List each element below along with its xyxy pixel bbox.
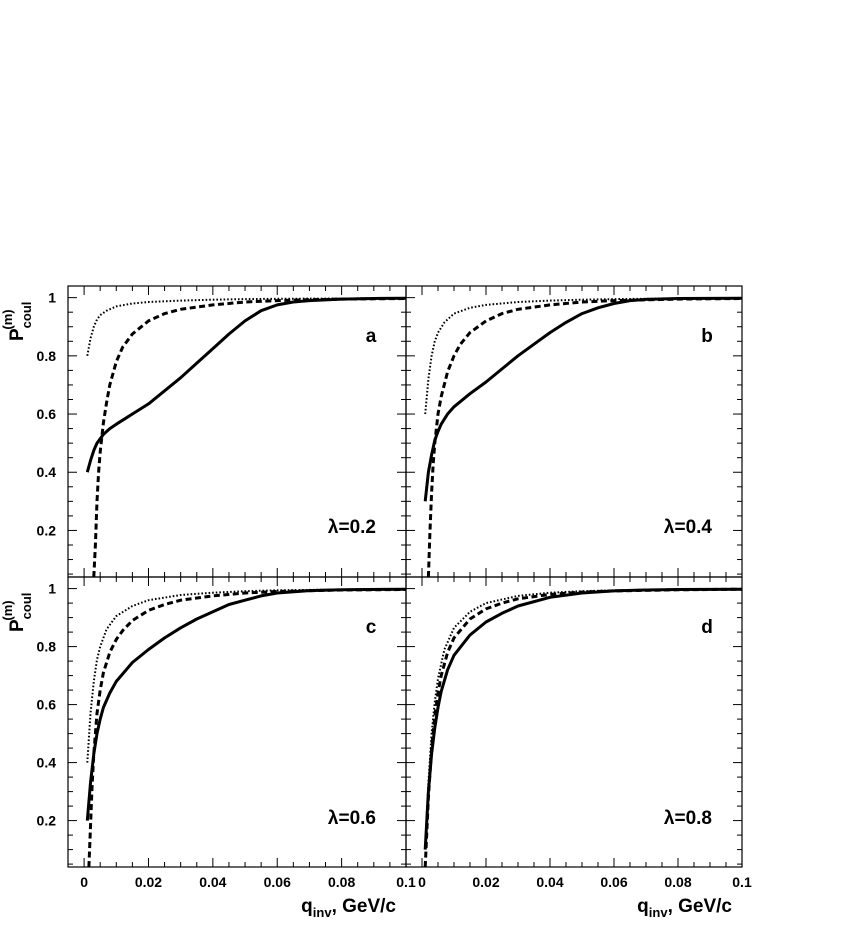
lambda-annotation: λ=0.4 (664, 517, 713, 538)
x-axis-title: qinv, GeV/c (301, 896, 396, 920)
y-axis-title: Pcoul (m) (0, 593, 34, 632)
y-tick-label: 1 (48, 581, 56, 597)
x-axis-title-main: q (301, 896, 313, 917)
series-dashed-line (92, 297, 407, 578)
series-solid-line (85, 587, 407, 821)
y-axis-title: Pcoul (m) (0, 302, 34, 341)
lambda-annotation: λ=0.2 (328, 517, 376, 538)
y-tick-label: 0.2 (37, 522, 57, 538)
panel-frame (405, 576, 743, 868)
x-tick-label: 0.06 (600, 874, 627, 890)
panel-letter: c (366, 617, 377, 638)
y-axis-title-main: P (7, 328, 28, 341)
series-dotted-line (86, 588, 407, 763)
y-axis-title-main: P (7, 619, 28, 632)
x-tick-label: 0.08 (664, 874, 691, 890)
y-tick-label: 0.6 (37, 697, 57, 713)
y-tick-label: 0.8 (37, 348, 57, 364)
y-tick-label: 0.4 (37, 755, 57, 771)
series-dashed-line (87, 588, 407, 868)
y-tick-label: 0.6 (37, 406, 57, 422)
series-solid-line (85, 296, 407, 473)
x-axis-title-unit: , GeV/c (332, 896, 397, 917)
x-tick-label: 0 (80, 874, 88, 890)
y-axis-title-sub: coul (19, 593, 34, 620)
x-tick-label: 0.04 (199, 874, 226, 890)
x-tick-label: 0.08 (328, 874, 355, 890)
x-axis-title-unit: , GeV/c (668, 896, 733, 917)
x-tick-label: 0.06 (264, 874, 291, 890)
x-axis-title-sub: inv (313, 905, 333, 920)
panel-a: 0.2 0.4 0.6 0.8 1 a λ=0.2 Pcoul (m) (0, 285, 407, 578)
panel-letter: a (366, 326, 377, 347)
panel-d: 0 0.02 0.04 0.06 0.08 0.1 d λ=0.8 qinv, GeV/c (405, 576, 752, 920)
x-tick-label: 0.1 (732, 874, 752, 890)
x-tick-label: 0.04 (536, 874, 563, 890)
y-axis-title-sub: coul (19, 302, 34, 329)
x-tick-label: 0.02 (472, 874, 499, 890)
series-solid-line (423, 587, 743, 850)
lambda-annotation: λ=0.6 (328, 808, 376, 829)
x-tick-label: 0.02 (135, 874, 162, 890)
x-axis-title-main: q (637, 896, 649, 917)
y-tick-label: 0.2 (37, 813, 57, 829)
x-tick-label: 0 (418, 874, 426, 890)
x-tick-label: 0.1 (396, 874, 416, 890)
y-tick-label: 0.8 (37, 639, 57, 655)
series-solid-line (423, 296, 743, 502)
y-tick-label: 1 (48, 290, 56, 306)
series-dotted-line (86, 297, 407, 356)
x-axis-title: qinv, GeV/c (637, 896, 732, 920)
series-dashed-line (426, 297, 743, 578)
lambda-annotation: λ=0.8 (664, 808, 712, 829)
y-axis-title-sup: (m) (0, 600, 15, 620)
x-axis-title-sub: inv (649, 905, 669, 920)
panel-letter: b (701, 326, 713, 347)
y-axis-title-sup: (m) (0, 309, 15, 329)
y-tick-label: 0.4 (37, 464, 57, 480)
series-dotted-line (424, 588, 743, 850)
panel-letter: d (701, 617, 713, 638)
